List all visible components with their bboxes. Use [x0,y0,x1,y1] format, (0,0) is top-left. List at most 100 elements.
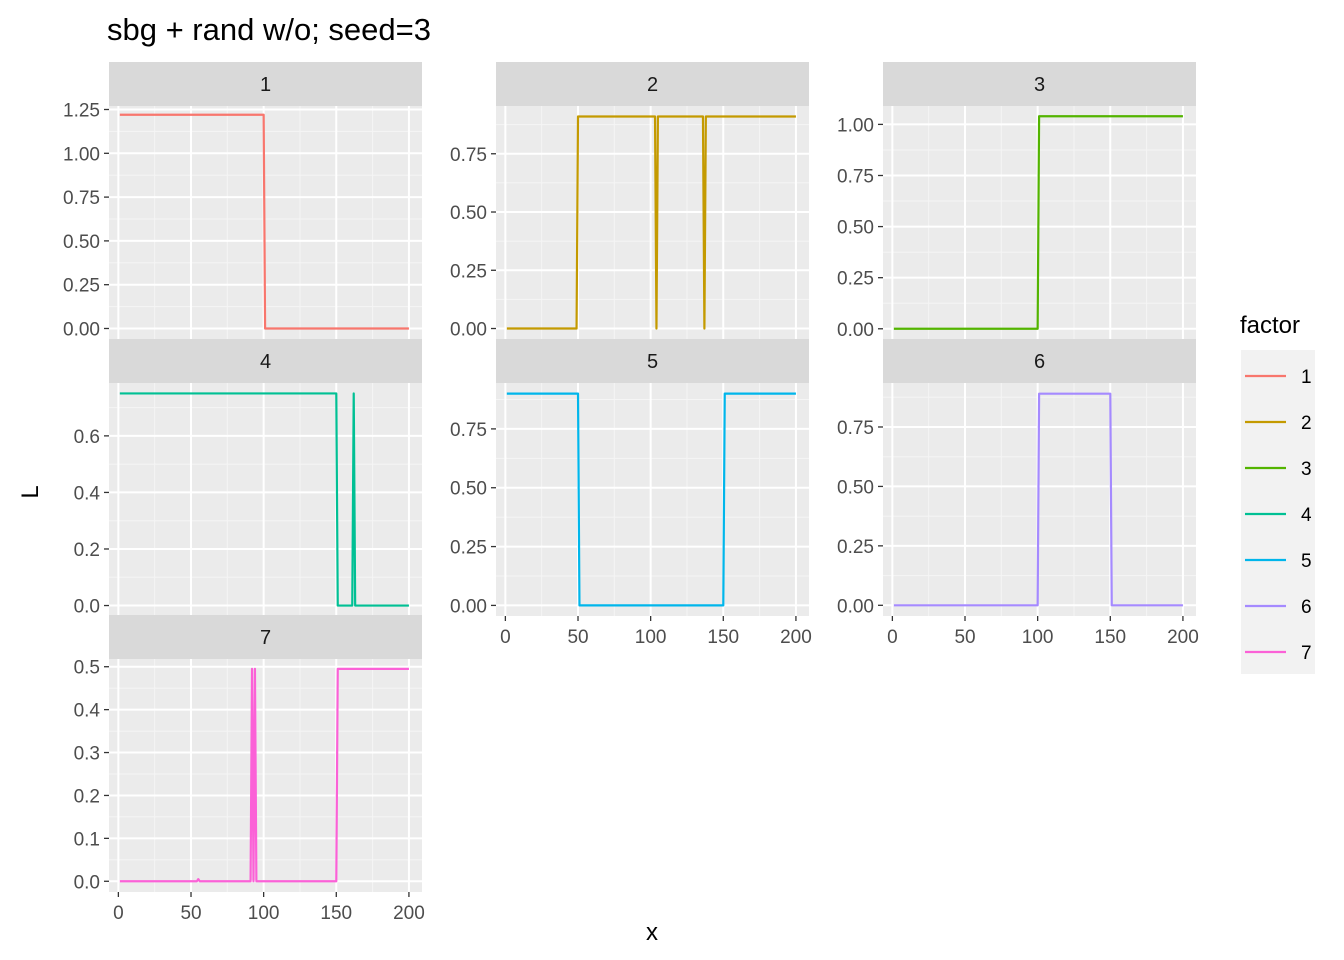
facet-strip-label: 2 [647,74,658,96]
legend-key-background [1241,350,1315,674]
series-line-2 [506,115,796,330]
facet-panel-3: 3 0.00 0.25 0.50 0.75 1.00 [837,62,1196,344]
y-tick-label: 0.00 [450,320,487,341]
y-tick-label: 1.00 [63,144,100,165]
chart-title: sbg + rand w/o; seed=3 [107,12,431,47]
legend-item-5: 5 [1245,551,1312,572]
x-tick-label: 0 [113,903,124,924]
y-tick-label: 0.1 [74,829,100,850]
y-tick-label: 0.2 [74,786,100,807]
y-tick-label: 0.00 [450,596,487,617]
legend-item-3: 3 [1245,459,1312,480]
x-tick-label: 200 [1167,627,1199,648]
facet-strip [883,339,1196,383]
y-tick-label: 0.50 [450,479,487,500]
facet-panel-2: 2 0.00 0.25 0.50 0.75 [450,62,809,344]
facet-strip-label: 1 [260,74,271,96]
x-tick-label: 150 [320,903,352,924]
legend: factor 1 2 3 4 5 6 7 [1240,312,1315,674]
x-tick-label: 100 [1022,627,1054,648]
y-tick-label: 0.00 [837,596,874,617]
facet-panel-5: 5 0.00 0.25 0.50 0.75 0 50 100 150 200 [450,339,812,648]
facet-strip [883,62,1196,106]
facet-strip-label: 7 [260,627,271,649]
y-tick-label: 0.75 [450,145,487,166]
facet-panel-4: 4 0.0 0.2 0.4 0.6 [74,339,422,621]
series-line-3 [893,115,1183,330]
facet-strip [496,62,809,106]
legend-label: 7 [1301,643,1312,664]
legend-item-4: 4 [1245,505,1312,526]
panel-background [109,383,422,616]
facet-strip-label: 6 [1034,351,1045,373]
legend-label: 5 [1301,551,1312,572]
facet-strip [109,339,422,383]
facet-strip-label: 5 [647,351,658,373]
y-tick-label: 0.00 [837,320,874,341]
facet-strip [109,615,422,659]
y-tick-label: 0.25 [837,269,874,290]
y-tick-label: 0.0 [74,872,100,893]
panel-background [496,383,809,616]
legend-item-6: 6 [1245,597,1312,618]
x-tick-label: 50 [567,627,588,648]
y-tick-label: 0.75 [450,420,487,441]
legend-item-1: 1 [1245,367,1312,388]
x-tick-label: 100 [248,903,280,924]
x-axis-title: x [646,919,658,946]
y-tick-label: 0.50 [63,232,100,253]
y-tick-label: 0.75 [837,166,874,187]
panel-background [109,659,422,892]
legend-label: 6 [1301,597,1312,618]
y-tick-label: 0.2 [74,540,100,561]
y-tick-label: 0.75 [63,188,100,209]
y-tick-label: 0.4 [74,483,101,504]
legend-label: 3 [1301,459,1312,480]
x-tick-label: 150 [707,627,739,648]
facet-panels: 10.000.250.500.751.001.2520.000.250.500.… [63,62,1199,924]
x-tick-label: 50 [954,627,975,648]
legend-label: 2 [1301,413,1312,434]
facet-panel-6: 6 0.00 0.25 0.50 0.75 0 50 100 150 200 [837,339,1199,648]
facet-strip-label: 3 [1034,74,1045,96]
series-line-6 [893,392,1183,607]
y-tick-label: 0.25 [63,276,100,297]
y-tick-label: 1.00 [837,115,874,136]
y-tick-label: 0.25 [837,537,874,558]
y-tick-label: 0.3 [74,744,100,765]
panel-background [496,106,809,339]
legend-title: factor [1240,312,1300,339]
series-line-1 [119,113,409,330]
x-tick-label: 0 [500,627,511,648]
legend-label: 4 [1301,505,1312,526]
x-tick-label: 150 [1094,627,1126,648]
y-tick-label: 1.25 [63,101,100,122]
facet-panel-1: 1 0.00 0.25 0.50 0.75 1.00 1.25 [63,62,422,344]
x-tick-label: 0 [887,627,898,648]
legend-item-2: 2 [1245,413,1312,434]
series-line-5 [506,392,796,607]
y-tick-label: 0.50 [837,218,874,239]
y-tick-label: 0.00 [63,319,100,340]
y-tick-label: 0.25 [450,261,487,282]
facet-panel-7: 7 0.0 0.1 0.2 0.3 0.4 0.5 0 50 100 150 200 [74,615,425,924]
y-tick-label: 0.0 [74,597,100,618]
legend-item-7: 7 [1245,643,1312,664]
facet-strip [496,339,809,383]
y-tick-label: 0.50 [450,203,487,224]
y-tick-label: 0.4 [74,701,101,722]
y-tick-label: 0.25 [450,538,487,559]
y-tick-label: 0.75 [837,418,874,439]
y-tick-label: 0.6 [74,427,100,448]
series-line-7 [119,667,409,883]
legend-label: 1 [1301,367,1312,388]
y-tick-label: 0.5 [74,658,100,679]
facet-strip-label: 4 [260,351,271,373]
x-tick-label: 200 [393,903,425,924]
facet-strip [109,62,422,106]
series-line-4 [119,392,409,607]
y-tick-label: 0.50 [837,477,874,498]
y-axis-title: L [17,485,44,498]
x-tick-label: 100 [635,627,667,648]
